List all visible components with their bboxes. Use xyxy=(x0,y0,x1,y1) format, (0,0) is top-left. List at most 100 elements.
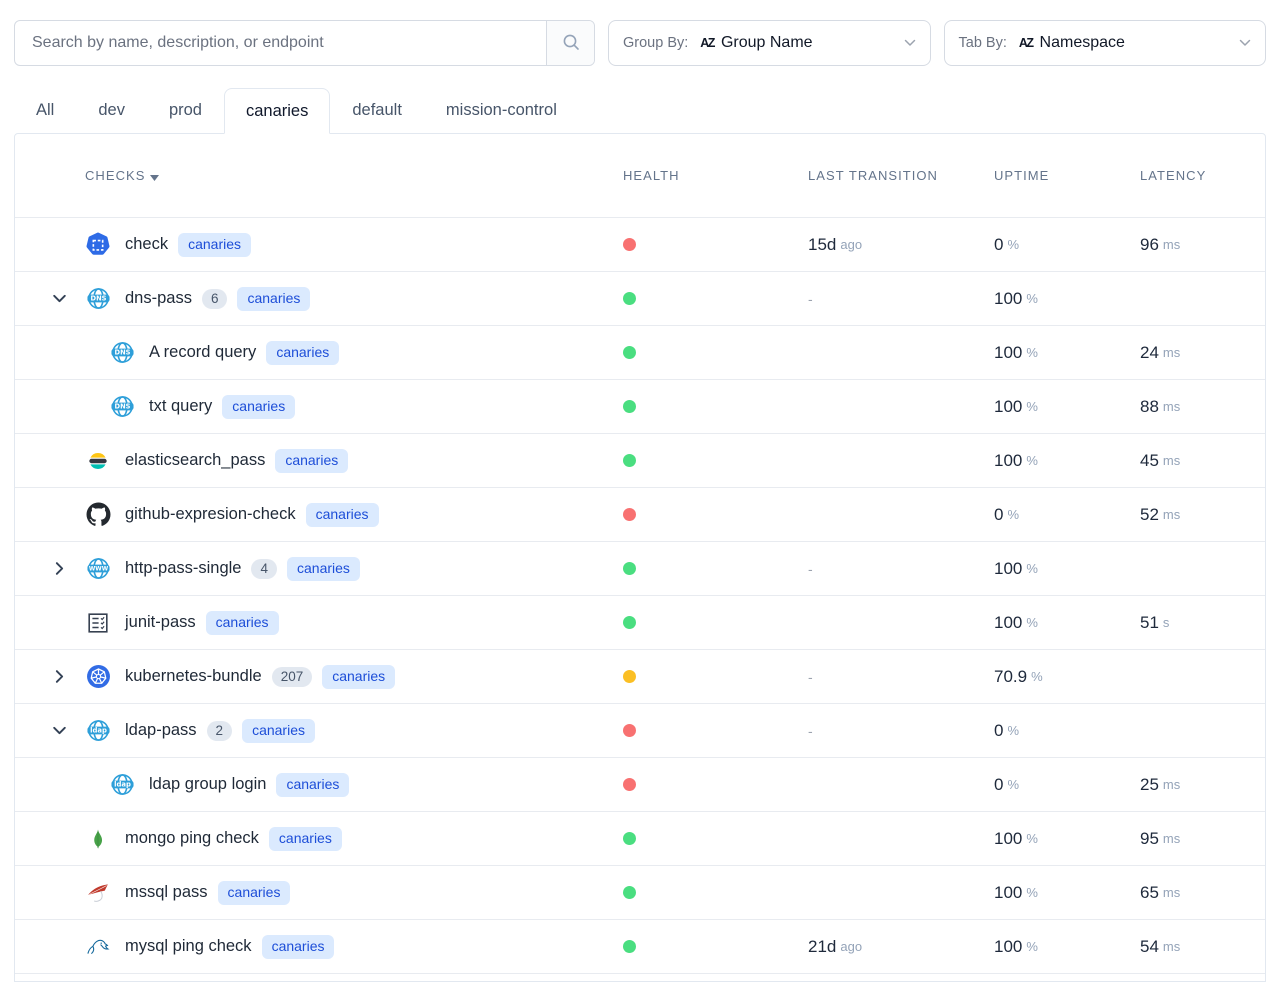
metric-value: 0 xyxy=(994,504,1004,524)
health-status-dot xyxy=(623,724,636,737)
expand-chevron-right-icon[interactable] xyxy=(51,560,85,577)
check-name[interactable]: junit-pass xyxy=(125,613,196,631)
table-row[interactable]: junit-pass canaries 100% 51 s xyxy=(15,595,1265,649)
metric-unit: % xyxy=(1026,291,1038,306)
svg-text:DNS: DNS xyxy=(114,348,130,356)
table-row[interactable]: DNS A record query canaries 100% 24 ms xyxy=(15,325,1265,379)
metric-unit: ms xyxy=(1162,399,1181,414)
check-name[interactable]: elasticsearch_pass xyxy=(125,451,266,469)
metric-unit: % xyxy=(1026,561,1038,576)
check-name[interactable]: mssql pass xyxy=(125,883,208,901)
tab-canaries[interactable]: canaries xyxy=(223,88,331,134)
search-button[interactable] xyxy=(546,21,594,65)
latency-cell: 88 ms xyxy=(1126,397,1265,417)
namespace-badge[interactable]: canaries xyxy=(305,502,379,527)
health-status-dot xyxy=(623,346,636,359)
latency-cell: 96 ms xyxy=(1126,235,1265,255)
check-name[interactable]: dns-pass xyxy=(125,289,192,307)
table-row[interactable]: DNS txt query canaries 100% 88 ms xyxy=(15,379,1265,433)
group-by-label: Group By: xyxy=(623,35,689,51)
latency-cell: 25 ms xyxy=(1126,775,1265,795)
table-row[interactable]: mssql pass canaries 100% 65 ms xyxy=(15,865,1265,919)
metric-value: 96 xyxy=(1140,234,1159,254)
column-header-checks[interactable]: CHECKS xyxy=(15,167,609,184)
table-header: CHECKS HEALTH LAST TRANSITION UPTIME LAT… xyxy=(15,134,1265,217)
search-input[interactable] xyxy=(15,21,546,65)
expand-chevron-right-icon[interactable] xyxy=(51,668,85,685)
namespace-badge[interactable]: canaries xyxy=(205,610,279,635)
metric-value: 100 xyxy=(994,396,1023,416)
namespace-badge[interactable]: canaries xyxy=(237,286,311,311)
health-status-dot xyxy=(623,508,636,521)
no-value: - xyxy=(808,290,813,307)
namespace-badge[interactable]: canaries xyxy=(266,340,340,365)
uptime-cell: 0% xyxy=(978,505,1126,525)
table-row[interactable]: ldap ldap-pass 2 canaries - 0% xyxy=(15,703,1265,757)
namespace-badge[interactable]: canaries xyxy=(217,880,291,905)
check-name[interactable]: txt query xyxy=(149,397,213,415)
tab-all[interactable]: All xyxy=(36,101,55,119)
child-count-badge: 2 xyxy=(206,720,233,741)
health-status-dot xyxy=(623,562,636,575)
check-name[interactable]: http-pass-single xyxy=(125,559,242,577)
uptime-cell: 100% xyxy=(978,559,1126,579)
namespace-badge[interactable]: canaries xyxy=(276,772,350,797)
table-row[interactable]: kubernetes-bundle 207 canaries - 70.9% xyxy=(15,649,1265,703)
check-name[interactable]: mysql ping check xyxy=(125,937,252,955)
latency-cell: 65 ms xyxy=(1126,883,1265,903)
metric-unit: % xyxy=(1007,507,1020,522)
column-header-last-transition: LAST TRANSITION xyxy=(808,168,938,183)
tab-prod[interactable]: prod xyxy=(168,101,202,119)
table-row[interactable]: check canaries 15d ago 0% 96 ms xyxy=(15,217,1265,271)
check-name[interactable]: mongo ping check xyxy=(125,829,259,847)
table-row[interactable]: mysql ping check canaries 21d ago 100% 54 ms xyxy=(15,919,1265,973)
latency-cell: 45 ms xyxy=(1126,451,1265,471)
table-row[interactable]: ldap ldap group login canaries 0% 25 ms xyxy=(15,757,1265,811)
metric-unit: % xyxy=(1026,399,1038,414)
namespace-badge[interactable]: canaries xyxy=(242,718,315,743)
tab-default[interactable]: default xyxy=(352,101,402,119)
svg-text:DNS: DNS xyxy=(114,402,130,410)
check-name[interactable]: ldap-pass xyxy=(125,721,197,739)
check-name[interactable]: ldap group login xyxy=(149,775,267,793)
column-header-uptime: UPTIME xyxy=(994,168,1050,183)
column-header-latency: LATENCY xyxy=(1140,168,1207,183)
namespace-badge[interactable]: canaries xyxy=(268,826,342,851)
tab-mission-control[interactable]: mission-control xyxy=(445,101,557,119)
table-row[interactable]: WWW http-pass-single 4 canaries - 100% xyxy=(15,541,1265,595)
check-name[interactable]: github-expresion-check xyxy=(125,505,296,523)
uptime-cell: 0% xyxy=(978,775,1126,795)
sort-alphabetical-icon: AZ xyxy=(700,36,715,50)
namespace-badge[interactable]: canaries xyxy=(275,448,349,473)
expand-chevron-down-icon[interactable] xyxy=(51,722,85,739)
expand-chevron-down-icon[interactable] xyxy=(51,290,85,307)
namespace-badge[interactable]: canaries xyxy=(322,664,396,689)
table-row[interactable]: DNS dns-pass 6 canaries - 100% xyxy=(15,271,1265,325)
latency-cell: 52 ms xyxy=(1126,505,1265,525)
table-row[interactable]: elasticsearch_pass canaries 100% 45 ms xyxy=(15,433,1265,487)
check-name[interactable]: A record query xyxy=(149,343,257,361)
table-row[interactable]: mongo ping check canaries 100% 95 ms xyxy=(15,811,1265,865)
check-name[interactable]: check xyxy=(125,235,169,253)
uptime-cell: 100% xyxy=(978,289,1126,309)
namespace-badge[interactable]: canaries xyxy=(178,232,252,257)
mysql-icon xyxy=(85,934,111,960)
kubernetes-icon xyxy=(85,664,111,690)
uptime-cell: 100% xyxy=(978,397,1126,417)
tab-by-select[interactable]: Tab By: AZ Namespace xyxy=(943,20,1266,66)
table-row[interactable]: github-expresion-check canaries 0% 52 ms xyxy=(15,487,1265,541)
ldap-icon: ldap xyxy=(109,772,135,798)
tab-dev[interactable]: dev xyxy=(98,101,125,119)
namespace-badge[interactable]: canaries xyxy=(287,556,360,581)
namespace-badge[interactable]: canaries xyxy=(222,394,296,419)
last-transition-cell: - xyxy=(794,723,978,739)
metric-unit: ms xyxy=(1162,885,1181,900)
health-status-dot xyxy=(623,292,636,305)
check-name[interactable]: kubernetes-bundle xyxy=(125,667,262,685)
uptime-cell: 0% xyxy=(978,235,1126,255)
latency-cell: 54 ms xyxy=(1126,937,1265,957)
namespace-badge[interactable]: canaries xyxy=(261,934,335,959)
metric-value: 25 xyxy=(1140,774,1159,794)
mssql-icon xyxy=(85,880,111,906)
group-by-select[interactable]: Group By: AZ Group Name xyxy=(608,20,931,66)
